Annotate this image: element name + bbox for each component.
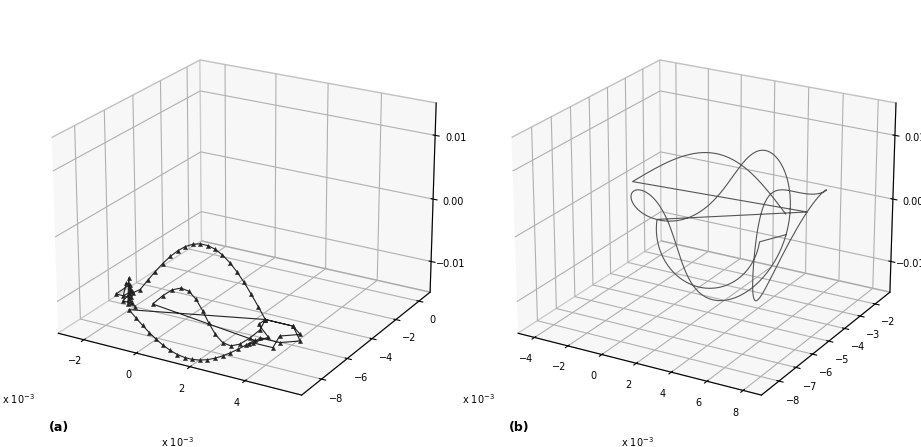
- Text: x 10$^{-3}$: x 10$^{-3}$: [2, 392, 35, 406]
- Text: x 10$^{-3}$: x 10$^{-3}$: [461, 392, 495, 406]
- Text: x 10$^{-3}$: x 10$^{-3}$: [161, 435, 194, 447]
- Text: (b): (b): [508, 421, 529, 434]
- Text: x 10$^{-3}$: x 10$^{-3}$: [621, 435, 654, 447]
- Text: (a): (a): [49, 421, 69, 434]
